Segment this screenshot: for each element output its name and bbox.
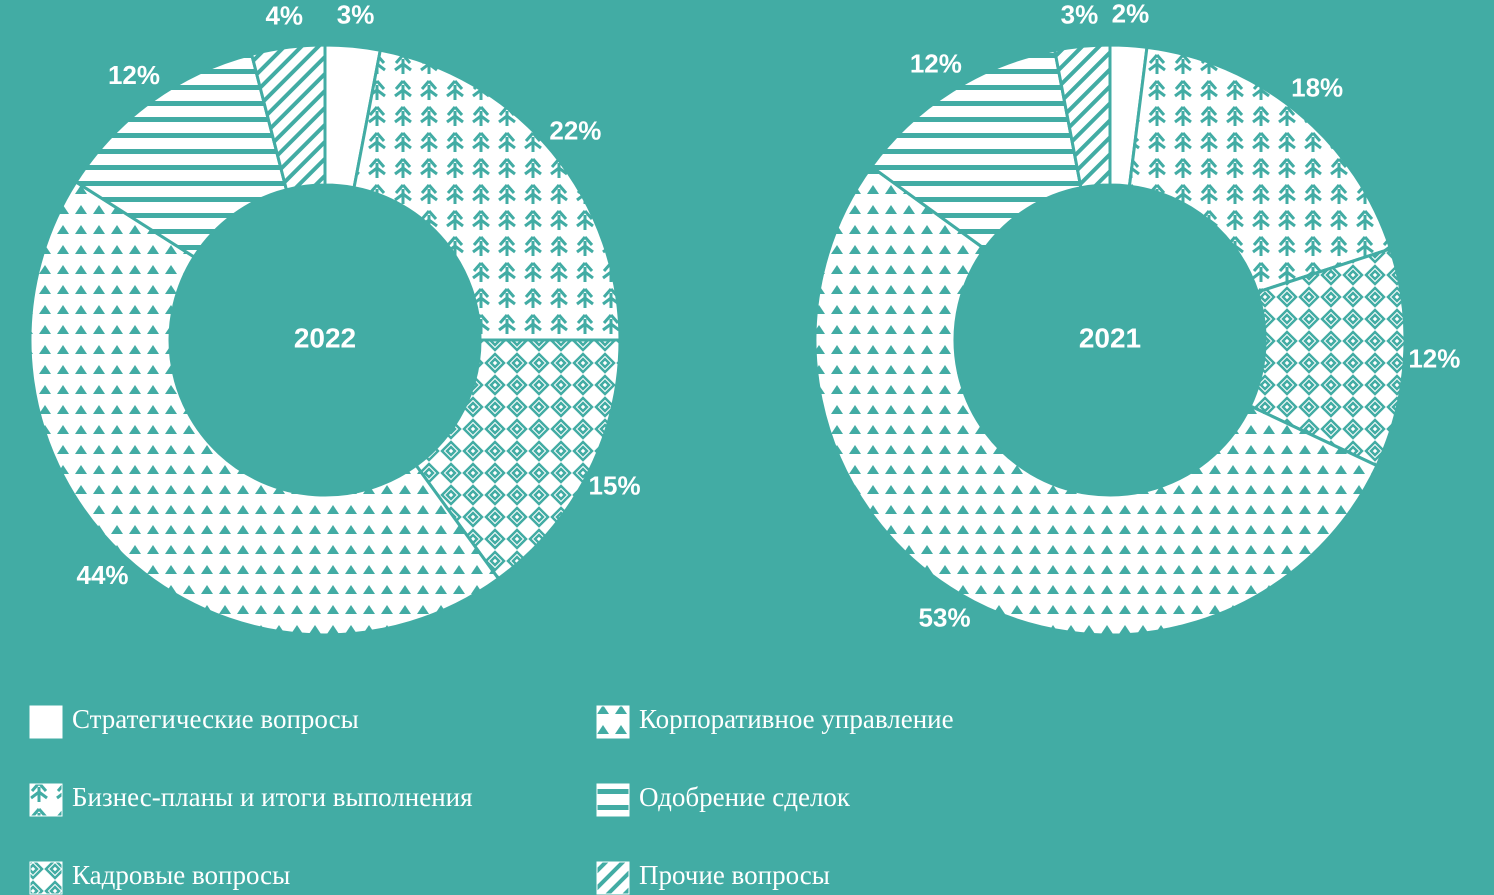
- value-label: 3%: [337, 0, 375, 29]
- legend-swatch: [596, 705, 630, 739]
- donut-segment: [813, 164, 1379, 637]
- legend-label: Одобрение сделок: [639, 782, 851, 812]
- donut-segment: [352, 48, 622, 342]
- legend-swatch: [596, 861, 630, 895]
- value-label: 2%: [1112, 0, 1150, 29]
- value-label: 22%: [549, 116, 601, 146]
- legend-label: Кадровые вопросы: [72, 860, 290, 890]
- donut-segment: [249, 43, 327, 192]
- value-label: 3%: [1061, 0, 1099, 29]
- value-label: 18%: [1291, 72, 1343, 102]
- donut-segment: [1052, 43, 1112, 190]
- value-label: 12%: [1408, 343, 1460, 373]
- legend-label: Корпоративное управление: [639, 704, 954, 734]
- value-label: 53%: [919, 603, 971, 633]
- donut-segment: [414, 338, 622, 581]
- legend-swatch: [596, 783, 630, 817]
- donut-segment: [28, 179, 501, 637]
- value-label: 12%: [108, 60, 160, 90]
- value-label: 4%: [265, 0, 303, 30]
- value-label: 12%: [910, 48, 962, 78]
- legend-label: Стратегические вопросы: [72, 704, 359, 734]
- legend-label: Прочие вопросы: [639, 860, 830, 890]
- legend-swatch: [29, 783, 63, 817]
- value-label: 15%: [589, 470, 641, 500]
- center-label: 2021: [1079, 322, 1141, 353]
- legend-swatch: [29, 861, 63, 895]
- donut-segment: [1127, 45, 1393, 294]
- legend-swatch: [29, 705, 63, 739]
- center-label: 2022: [294, 322, 356, 353]
- legend-label: Бизнес-планы и итоги выполнения: [72, 782, 473, 812]
- value-label: 44%: [76, 560, 128, 590]
